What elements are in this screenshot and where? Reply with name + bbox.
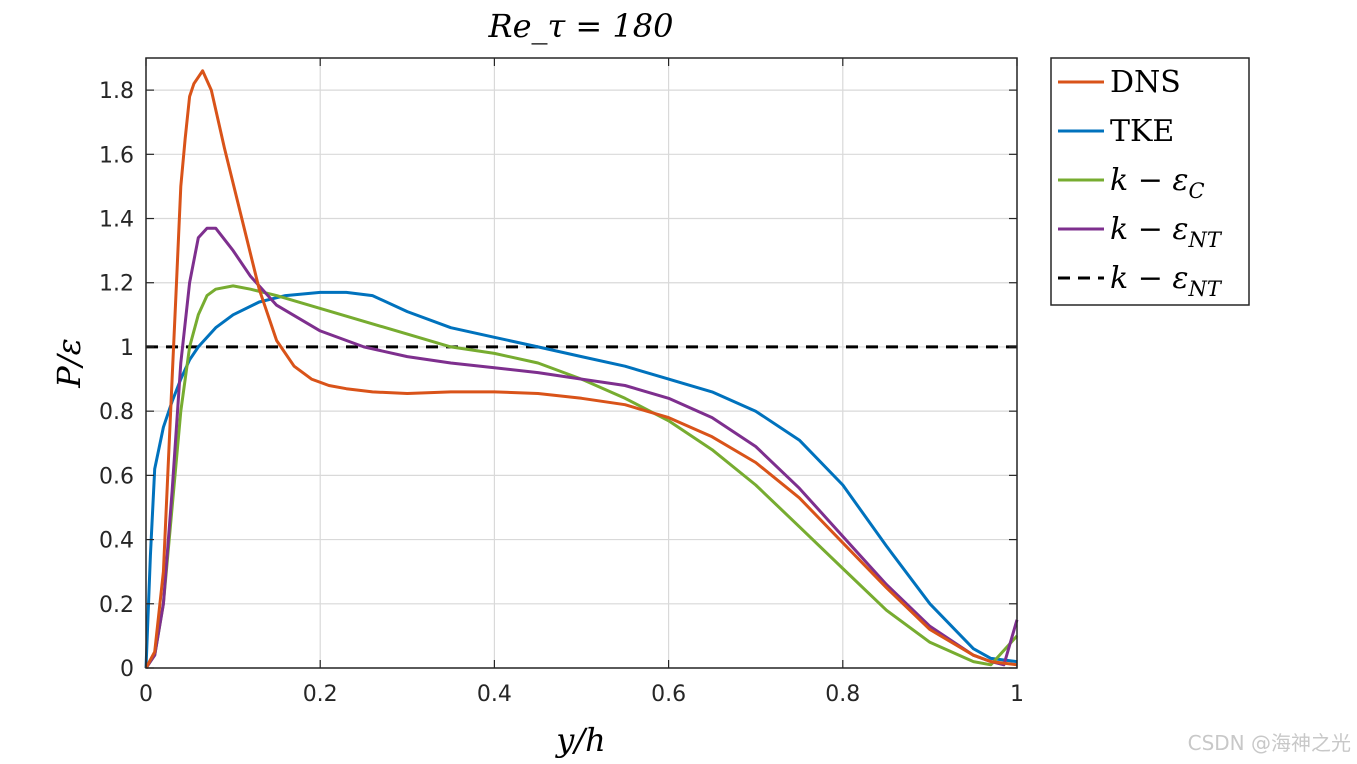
- x-tick-label: 0.2: [303, 682, 338, 707]
- legend-label-4: k − εNT: [1110, 261, 1223, 301]
- x-tick-label: 0.6: [651, 682, 686, 707]
- axis-ticks: 0 0.2 0.4 0.6 0.8 1 0 0.2 0.4 0.6 0.8 1 1.2 1.4 1.6 1.8: [99, 58, 1024, 707]
- legend-label-3: k − εNT: [1110, 212, 1223, 252]
- y-tick-label: 0.6: [99, 464, 134, 489]
- plot-area: [146, 58, 1017, 668]
- series-line-2: [144, 284, 1019, 669]
- x-tick-label: 0.8: [825, 682, 860, 707]
- legend-label-2: k − εC: [1110, 163, 1205, 203]
- series-line-0: [144, 69, 1018, 669]
- x-tick-label: 0.4: [477, 682, 512, 707]
- chart-title: Re_τ = 180: [488, 7, 674, 45]
- y-tick-label: 0.2: [99, 593, 134, 618]
- series-lines: [144, 69, 1019, 669]
- y-tick-label: 1.6: [99, 143, 134, 168]
- y-tick-label: 1.4: [99, 208, 134, 233]
- x-axis-label: y/h: [554, 721, 605, 759]
- legend: DNS TKE k − εC k − εNT k − εNT: [1050, 57, 1250, 306]
- legend-label-1: TKE: [1110, 114, 1174, 149]
- x-tick-label: 1: [1010, 682, 1024, 707]
- watermark: CSDN @海神之光: [1187, 731, 1351, 755]
- x-tick-label: 0: [139, 682, 153, 707]
- y-tick-label: 1.8: [99, 79, 134, 104]
- y-axis-label: P/ε: [50, 338, 88, 388]
- y-tick-label: 0: [120, 657, 134, 682]
- y-tick-label: 1: [120, 336, 134, 361]
- chart-title-text: Re_τ = 180: [488, 7, 674, 45]
- y-tick-label: 0.4: [99, 529, 134, 554]
- y-tick-label: 0.8: [99, 400, 134, 425]
- legend-label-0: DNS: [1110, 65, 1181, 100]
- series-line-3: [144, 226, 1019, 669]
- y-tick-label: 1.2: [99, 272, 134, 297]
- axes-box: [145, 57, 1018, 669]
